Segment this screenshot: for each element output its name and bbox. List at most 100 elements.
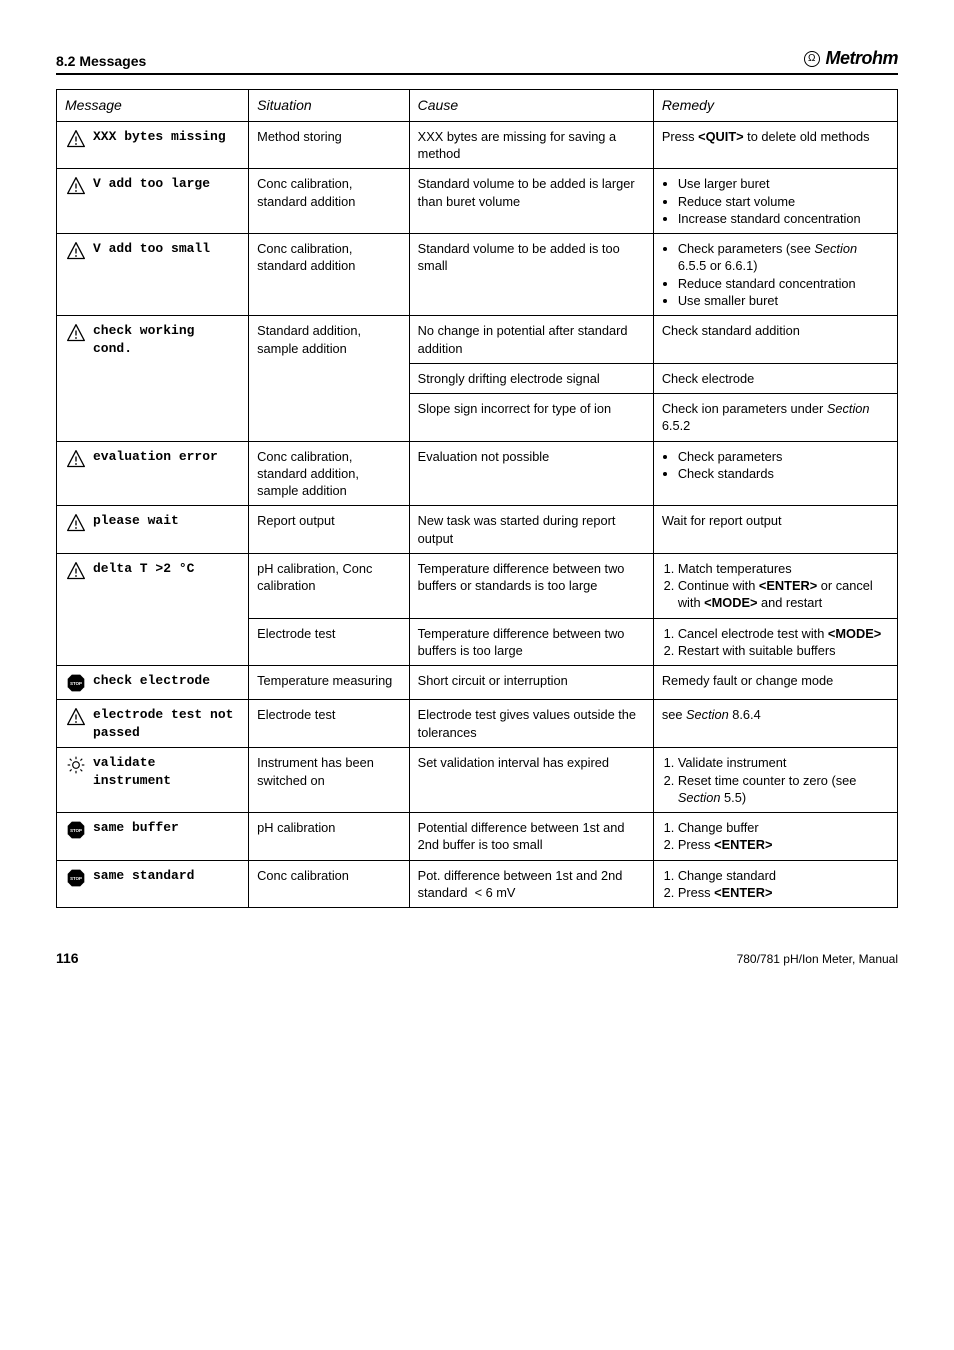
remedy-cell: Remedy fault or change mode (653, 666, 897, 700)
message-code: check electrode (93, 672, 210, 690)
message-cell: V add too large (57, 169, 249, 234)
col-situation: Situation (249, 90, 410, 122)
message-code: XXX bytes missing (93, 128, 226, 146)
messages-table: Message Situation Cause Remedy XXX bytes… (56, 89, 898, 908)
cause-cell: Temperature difference between two buffe… (409, 553, 653, 618)
page-number: 116 (56, 950, 79, 966)
message-cell: validate instrument (57, 748, 249, 813)
message-code: V add too large (93, 175, 210, 193)
remedy-item: Check standards (678, 465, 889, 482)
remedy-cell: Check electrode (653, 363, 897, 393)
message-code: evaluation error (93, 448, 218, 466)
cause-cell: Short circuit or interruption (409, 666, 653, 700)
brand-text: Metrohm (826, 48, 899, 69)
cause-cell: Standard volume to be added is too small (409, 234, 653, 316)
message-code: check working cond. (93, 322, 240, 357)
situation-cell: Conc calibration, standard addition (249, 169, 410, 234)
message-cell: same standard (57, 860, 249, 908)
cause-cell: No change in potential after standard ad… (409, 316, 653, 364)
cause-cell: Slope sign incorrect for type of ion (409, 394, 653, 442)
situation-cell: Report output (249, 506, 410, 554)
message-code: please wait (93, 512, 179, 530)
remedy-cell: Check standard addition (653, 316, 897, 364)
message-code: validate instrument (93, 754, 240, 789)
cause-cell: Strongly drifting electrode signal (409, 363, 653, 393)
col-message: Message (57, 90, 249, 122)
remedy-cell: see Section 8.6.4 (653, 700, 897, 748)
remedy-item: Check parameters (678, 448, 889, 465)
situation-cell: Method storing (249, 121, 410, 169)
remedy-cell: Validate instrumentReset time counter to… (653, 748, 897, 813)
situation-cell: pH calibration, Conc calibration (249, 553, 410, 618)
cause-cell: Evaluation not possible (409, 441, 653, 506)
table-row: check electrode Temperature measuringSho… (57, 666, 898, 700)
situation-cell: pH calibration (249, 813, 410, 861)
warning-icon (66, 323, 86, 343)
table-row: V add too large Conc calibration, standa… (57, 169, 898, 234)
message-cell: XXX bytes missing (57, 121, 249, 169)
situation-cell: Electrode test (249, 618, 410, 666)
remedy-item: Cancel electrode test with <MODE> (678, 625, 889, 642)
remedy-item: Use smaller buret (678, 292, 889, 309)
remedy-cell: Check ion parameters under Section 6.5.2 (653, 394, 897, 442)
remedy-cell: Cancel electrode test with <MODE>Restart… (653, 618, 897, 666)
remedy-item: Press <ENTER> (678, 884, 889, 901)
situation-cell: Temperature measuring (249, 666, 410, 700)
remedy-cell: Wait for report output (653, 506, 897, 554)
remedy-item: Match temperatures (678, 560, 889, 577)
warning-icon (66, 449, 86, 469)
doc-title: 780/781 pH/Ion Meter, Manual (737, 952, 898, 966)
page-header: 8.2 Messages Ω Metrohm (56, 48, 898, 75)
cause-cell: New task was started during report outpu… (409, 506, 653, 554)
remedy-item: Change buffer (678, 819, 889, 836)
table-row: validate instrument Instrument has been … (57, 748, 898, 813)
situation-cell: Instrument has been switched on (249, 748, 410, 813)
remedy-item: Increase standard concentration (678, 210, 889, 227)
message-cell: check electrode (57, 666, 249, 700)
remedy-item: Reset time counter to zero (see Section … (678, 772, 889, 807)
message-cell: delta T >2 °C (57, 553, 249, 665)
warning-icon (66, 561, 86, 581)
remedy-cell: Use larger buretReduce start volumeIncre… (653, 169, 897, 234)
table-row: please wait Report outputNew task was st… (57, 506, 898, 554)
warning-icon (66, 241, 86, 261)
warning-icon (66, 513, 86, 533)
table-row: V add too small Conc calibration, standa… (57, 234, 898, 316)
stop-icon (66, 868, 86, 888)
situation-cell: Standard addition, sample addition (249, 316, 410, 441)
brand-logo-icon: Ω (804, 51, 820, 67)
remedy-cell: Press <QUIT> to delete old methods (653, 121, 897, 169)
cause-cell: Standard volume to be added is larger th… (409, 169, 653, 234)
table-row: evaluation error Conc calibration, stand… (57, 441, 898, 506)
situation-cell: Electrode test (249, 700, 410, 748)
situation-cell: Conc calibration (249, 860, 410, 908)
message-cell: V add too small (57, 234, 249, 316)
section-title: 8.2 Messages (56, 53, 146, 69)
message-code: V add too small (93, 240, 210, 258)
table-row: check working cond. Standard addition, s… (57, 316, 898, 364)
stop-icon (66, 673, 86, 693)
remedy-item: Press <ENTER> (678, 836, 889, 853)
message-code: delta T >2 °C (93, 560, 194, 578)
message-code: electrode test not passed (93, 706, 240, 741)
table-row: XXX bytes missing Method storingXXX byte… (57, 121, 898, 169)
cause-cell: Set validation interval has expired (409, 748, 653, 813)
cause-cell: XXX bytes are missing for saving a metho… (409, 121, 653, 169)
col-remedy: Remedy (653, 90, 897, 122)
table-row: same buffer pH calibrationPotential diff… (57, 813, 898, 861)
remedy-item: Reduce standard concentration (678, 275, 889, 292)
remedy-item: Continue with <ENTER> or cancel with <MO… (678, 577, 889, 612)
brand: Ω Metrohm (804, 48, 899, 69)
col-cause: Cause (409, 90, 653, 122)
table-row: same standard Conc calibrationPot. diffe… (57, 860, 898, 908)
message-cell: evaluation error (57, 441, 249, 506)
table-row: delta T >2 °C pH calibration, Conc calib… (57, 553, 898, 618)
cause-cell: Potential difference between 1st and 2nd… (409, 813, 653, 861)
remedy-item: Change standard (678, 867, 889, 884)
warning-icon (66, 707, 86, 727)
message-code: same buffer (93, 819, 179, 837)
cause-cell: Pot. difference between 1st and 2nd stan… (409, 860, 653, 908)
message-cell: electrode test not passed (57, 700, 249, 748)
cause-cell: Electrode test gives values outside the … (409, 700, 653, 748)
situation-cell: Conc calibration, standard addition, sam… (249, 441, 410, 506)
